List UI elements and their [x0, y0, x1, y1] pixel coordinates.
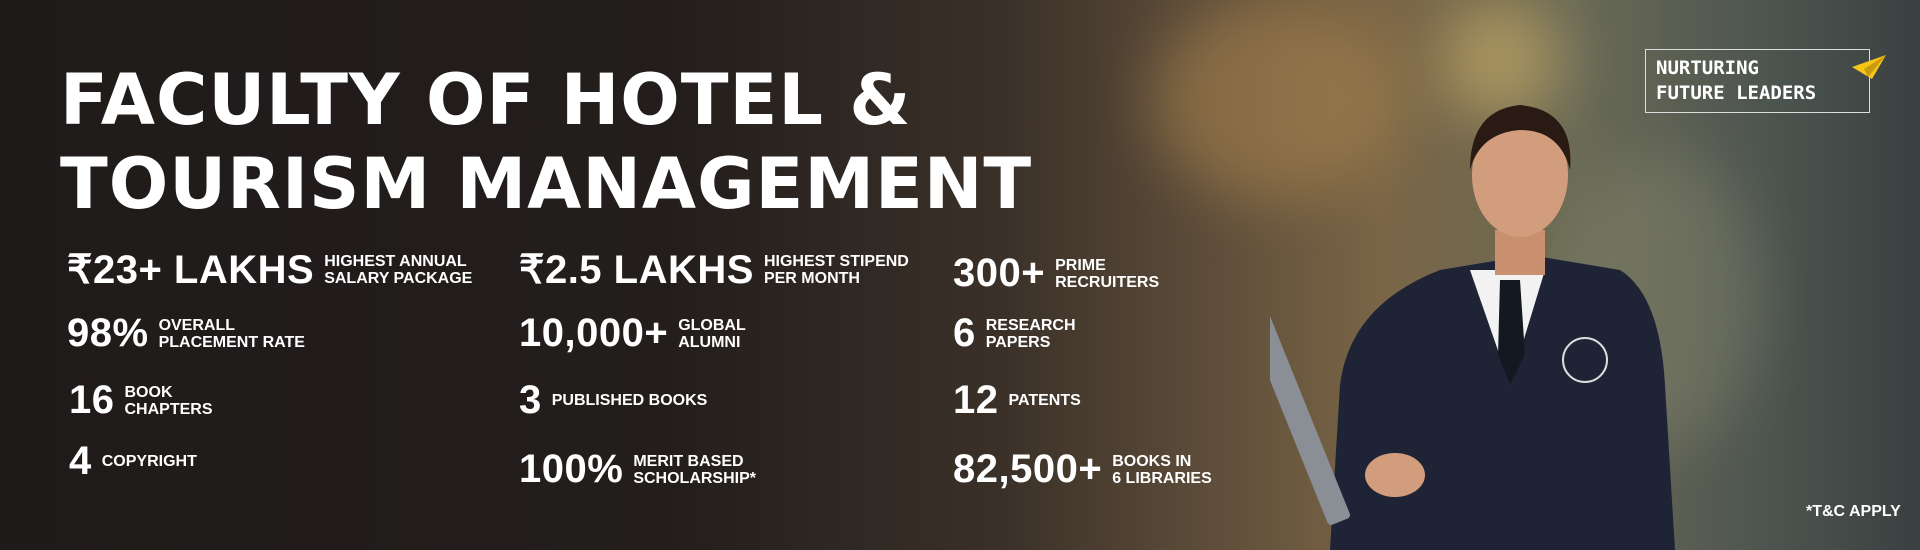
stat-scholarship: 100% MERIT BASED SCHOLARSHIP* — [519, 447, 756, 492]
stat-label: GLOBAL ALUMNI — [678, 316, 746, 351]
stat-research: 6 RESEARCH PAPERS — [953, 311, 1076, 356]
stat-value: 10,000+ — [519, 311, 669, 355]
stat-label: HIGHEST STIPEND PER MONTH — [763, 253, 909, 287]
stat-label: HIGHEST ANNUAL SALARY PACKAGE — [324, 253, 473, 287]
stat-alumni: 10,000+ GLOBAL ALUMNI — [519, 311, 746, 356]
paper-plane-icon — [1852, 55, 1886, 79]
stat-label: COPYRIGHT — [101, 453, 197, 470]
stat-value: 100% — [519, 447, 624, 491]
bg-glow — [1150, 0, 1400, 200]
stat-value: ₹23+ LAKHS — [67, 248, 315, 292]
title-line-2: TOURISM MANAGEMENT — [60, 143, 1033, 225]
stat-value: 4 — [69, 439, 92, 483]
bg-glow — [1440, 0, 1560, 120]
stat-value: 3 — [519, 378, 542, 422]
stat-chapters: 16 BOOK CHAPTERS — [69, 378, 213, 423]
stat-recruiters: 300+ PRIME RECRUITERS — [953, 251, 1159, 296]
page-title: FACULTY OF HOTEL & TOURISM MANAGEMENT — [60, 58, 1032, 226]
stat-label: BOOKS IN 6 LIBRARIES — [1112, 452, 1212, 487]
stat-label: PUBLISHED BOOKS — [551, 392, 708, 409]
terms-footnote: *T&C APPLY — [1806, 503, 1901, 520]
stat-label: MERIT BASED SCHOLARSHIP* — [633, 452, 756, 487]
stat-value: 6 — [953, 311, 976, 355]
stat-value: 98% — [67, 311, 149, 355]
stat-value: 82,500+ — [953, 447, 1103, 491]
stat-books: 3 PUBLISHED BOOKS — [519, 378, 707, 423]
student-photo — [1270, 105, 1675, 550]
stat-label: PRIME RECRUITERS — [1055, 256, 1160, 291]
stat-label: OVERALL PLACEMENT RATE — [158, 316, 305, 351]
stat-label: RESEARCH PAPERS — [985, 316, 1076, 351]
stat-label: BOOK CHAPTERS — [124, 383, 213, 418]
stat-value: 300+ — [953, 251, 1046, 295]
stat-label: PATENTS — [1008, 392, 1081, 409]
stat-placement: 98% OVERALL PLACEMENT RATE — [67, 311, 305, 356]
title-line-1: FACULTY OF HOTEL & — [60, 59, 912, 141]
tagline-badge: NURTURING FUTURE LEADERS — [1645, 49, 1870, 113]
stat-copyright: 4 COPYRIGHT — [69, 439, 197, 484]
stat-salary: ₹23+ LAKHS HIGHEST ANNUAL SALARY PACKAGE — [67, 247, 472, 293]
stat-stipend: ₹2.5 LAKHS HIGHEST STIPEND PER MONTH — [519, 247, 909, 293]
stat-value: 12 — [953, 378, 999, 422]
stat-patents: 12 PATENTS — [953, 378, 1081, 423]
stat-value: ₹2.5 LAKHS — [519, 248, 754, 292]
stat-libraries: 82,500+ BOOKS IN 6 LIBRARIES — [953, 447, 1212, 492]
stat-value: 16 — [69, 378, 115, 422]
